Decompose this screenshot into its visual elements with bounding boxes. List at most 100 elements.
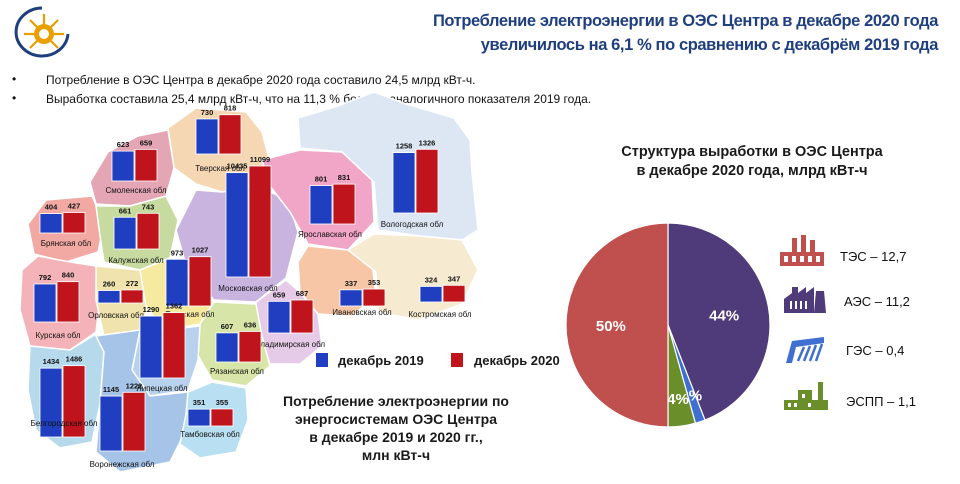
bar-value-2019: 730 (201, 108, 214, 117)
bar-value-2019: 404 (45, 203, 58, 212)
bar-value-2019: 10435 (227, 162, 248, 171)
pie-legend-ges: ГЭС – 0,4 (846, 343, 905, 358)
region-label: Тверская обл (195, 164, 245, 173)
bar-2020 (362, 288, 386, 307)
bar-value-2020: 636 (244, 320, 257, 329)
region-label: Смоленская обл (105, 186, 166, 195)
legend-swatch-2019 (316, 353, 328, 367)
region-label: Тамбовская обл (180, 430, 240, 439)
pie-title: Структура выработки в ОЭС Центра в декаб… (582, 143, 922, 181)
bar-2020 (136, 212, 160, 250)
region-label: Тульская обл (165, 310, 214, 319)
bar-value-2020: 687 (296, 289, 309, 298)
bar-value-2019: 1258 (396, 142, 413, 151)
bar-2020 (218, 114, 242, 155)
region-label: Воронежская обл (90, 460, 155, 469)
bar-value-2019: 607 (221, 322, 234, 331)
bar-value-2019: 659 (273, 290, 286, 299)
bar-value-2019: 623 (117, 140, 130, 149)
bar-2020 (162, 312, 186, 379)
bar-2020 (122, 391, 146, 452)
bar-value-2020: 347 (448, 274, 461, 283)
bar-2019 (215, 332, 239, 363)
map-bar-charts: 730 818 Тверская обл 623 659 Смоленская обл 40… (31, 104, 472, 469)
region-label: Брянская обл (41, 239, 92, 248)
bar-value-2019: 1290 (143, 305, 160, 314)
bar-value-2020: 831 (338, 173, 351, 182)
map-caption-line2: энергосистемам ОЭС Центра (294, 411, 498, 427)
bar-value-2019: 351 (193, 398, 206, 407)
bar-2020 (62, 212, 86, 234)
pie-title-line2: в декабре 2020 года, млрд кВт-ч (636, 163, 868, 179)
bullet-generation-text: Выработка составила 25,4 млрд кВт-ч, что… (46, 92, 592, 106)
bar-value-2019: 661 (119, 206, 132, 215)
map-caption-line4: млн кВт-ч (361, 447, 431, 463)
map-caption-line1: Потребление электроэнергии по (283, 393, 509, 409)
bar-2019 (113, 216, 137, 250)
bar-2020 (290, 299, 314, 334)
bullet-dot: • (12, 91, 17, 105)
region-label: Ярославская обл (298, 230, 362, 239)
region-label: Липецкая обл (136, 384, 187, 393)
bar-value-2020: 427 (68, 202, 81, 211)
bar-2019 (187, 408, 211, 427)
bar-value-2019: 973 (171, 248, 184, 257)
pie-legend-tes: ТЭС – 12,7 (840, 249, 907, 264)
legend-label-2019: декабрь 2019 (338, 353, 424, 368)
bar-value-2019: 324 (425, 275, 438, 284)
company-logo (14, 6, 70, 58)
bar-value-2019: 1434 (43, 357, 61, 366)
bar-2019 (139, 315, 163, 379)
region-label: Вологодская обл (381, 220, 444, 229)
bullet-dot: • (12, 72, 17, 86)
bar-2019 (339, 289, 363, 307)
industrial-plant-icon (784, 382, 828, 410)
bar-value-2020: 1362 (166, 302, 183, 311)
bar-value-2019: 1145 (103, 385, 119, 394)
region-label: Владимирская обл (255, 340, 325, 349)
bar-value-2020: 353 (368, 278, 381, 287)
bar-2019 (195, 118, 219, 155)
hydro-plant-icon (786, 337, 824, 363)
bar-value-2020: 1027 (192, 246, 209, 255)
bar-value-2020: 1486 (66, 355, 83, 364)
bar-value-2020: 840 (62, 271, 75, 280)
bar-value-2020: 272 (126, 279, 139, 288)
bar-value-2019: 260 (103, 280, 116, 289)
legend-label-2020: декабрь 2020 (474, 353, 560, 368)
bar-2020 (332, 183, 356, 225)
bar-value-2020: 11099 (250, 155, 270, 164)
bar-2019 (225, 172, 249, 278)
region-label: Курская обл (35, 331, 80, 340)
pie-legend-aes: АЭС – 11,2 (844, 294, 910, 309)
bar-2020 (62, 365, 86, 438)
bar-value-2020: 818 (224, 104, 237, 113)
bar-2020 (238, 331, 262, 363)
region-label: Рязанская обл (210, 367, 264, 376)
region-label: Орловская обл (88, 311, 144, 320)
map-caption: Потребление электроэнергии по энергосист… (248, 392, 544, 464)
bar-2020 (120, 289, 144, 304)
bar-2019 (392, 152, 416, 214)
bar-value-2019: 801 (315, 175, 328, 184)
bar-2019 (267, 300, 291, 334)
bar-2020 (188, 256, 212, 307)
bar-2019 (111, 150, 135, 182)
bar-2019 (309, 185, 333, 225)
bar-value-2019: 792 (39, 273, 52, 282)
bar-2020 (134, 148, 158, 182)
page-title-line1: Потребление электроэнергии в ОЭС Центра … (432, 12, 938, 30)
bar-2019 (99, 395, 123, 452)
bar-value-2020: 1222 (126, 381, 143, 390)
bar-2019 (39, 367, 63, 438)
bar-value-2020: 659 (140, 138, 153, 147)
thermal-plant-icon (780, 235, 824, 266)
region-label: Ивановская обл (332, 308, 392, 317)
pie-legend-espp: ЭСПП – 1,1 (846, 394, 916, 409)
region-label: Московская обл (218, 284, 278, 293)
bar-value-2020: 355 (216, 398, 229, 407)
bar-value-2020: 1326 (419, 138, 436, 147)
bar-2020 (56, 281, 80, 323)
bar-2020 (442, 284, 466, 303)
